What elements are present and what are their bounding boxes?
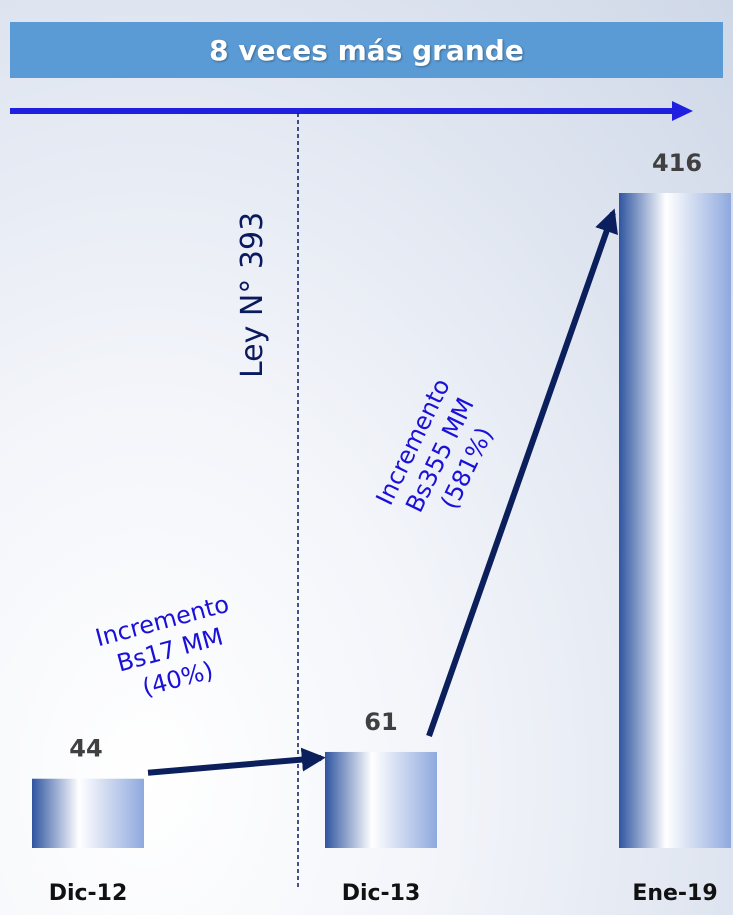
timeline-arrow (10, 101, 693, 121)
value-label-dic-12: 44 (69, 735, 102, 763)
bar-dic-12 (32, 778, 144, 848)
category-label-dic-12: Dic-12 (49, 881, 128, 906)
bar-ene-19 (619, 193, 731, 848)
category-label-ene-19: Ene-19 (632, 881, 717, 906)
value-label-ene-19: 416 (652, 149, 702, 177)
banner-title: 8 veces más grande (209, 33, 524, 67)
title-banner: 8 veces más grande (10, 22, 723, 78)
law-label: Ley N° 393 (235, 212, 270, 378)
growth-arrow-2 (426, 208, 618, 737)
bar-dic-13 (325, 751, 437, 848)
category-label-dic-13: Dic-13 (342, 881, 421, 906)
value-label-dic-13: 61 (364, 708, 397, 736)
growth-arrow-1 (147, 747, 326, 776)
